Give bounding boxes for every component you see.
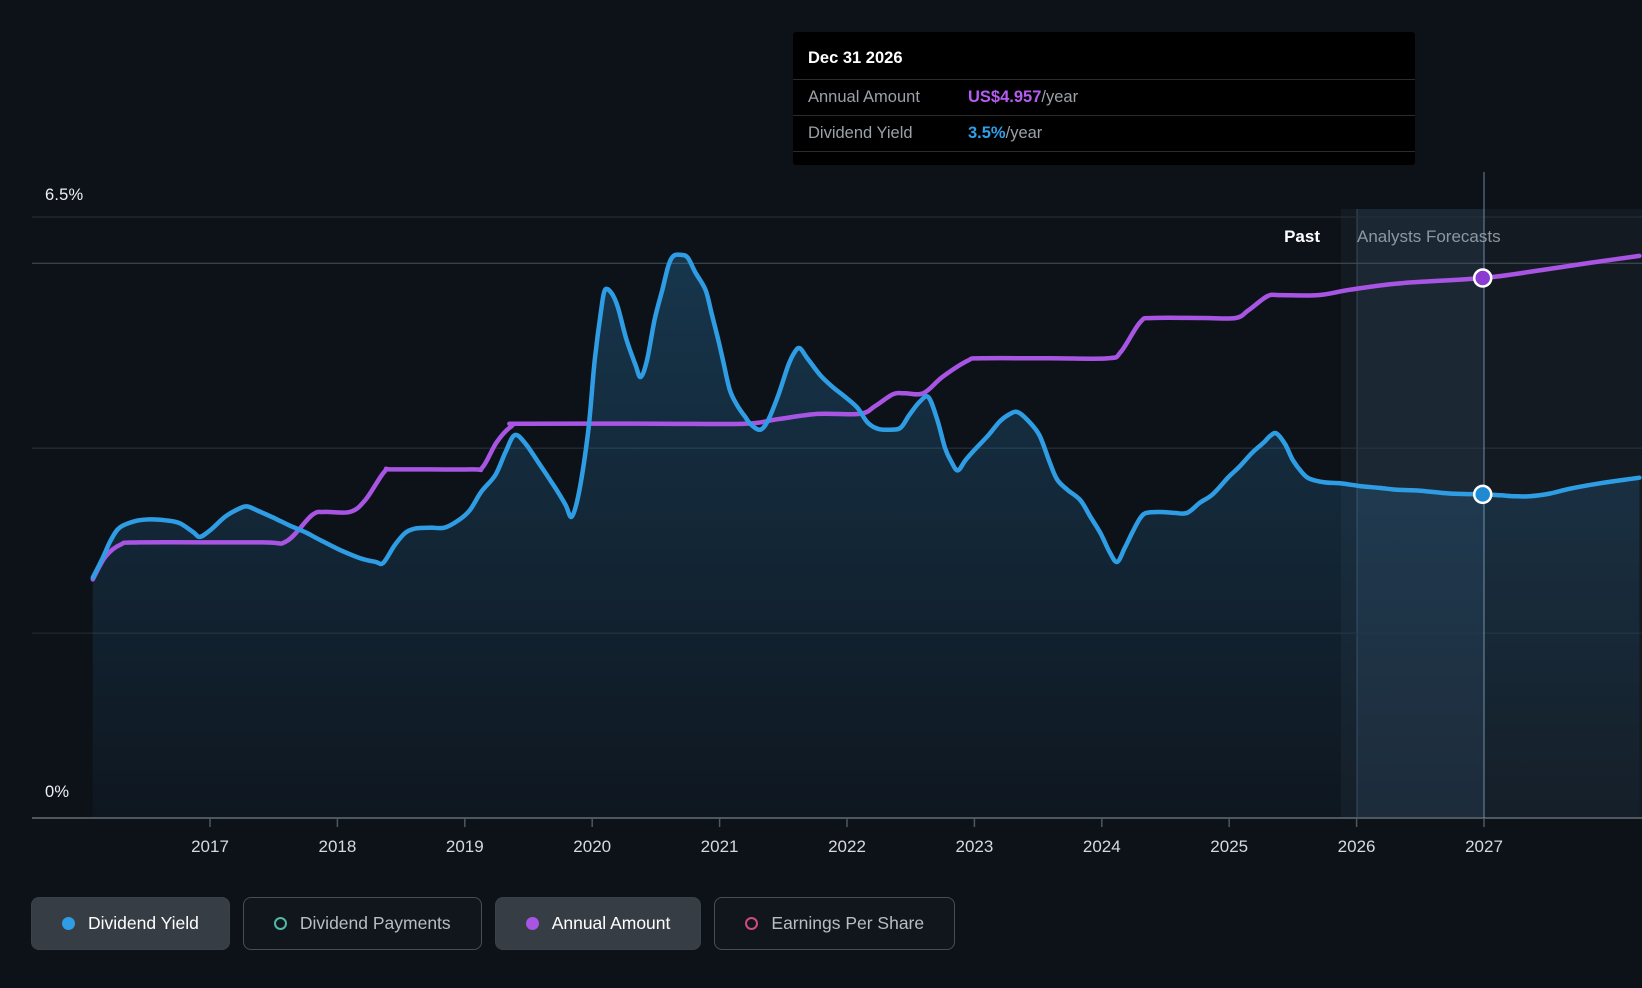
tooltip-row-suffix: /year [1005, 124, 1043, 142]
tooltip-row-value: US$4.957 [968, 88, 1042, 106]
chart-tooltip: Dec 31 2026 Annual Amount US$4.957/year Di… [793, 32, 1415, 165]
x-axis-label-2018: 2018 [318, 837, 356, 856]
legend-label-annual-amount: Annual Amount [551, 913, 671, 933]
annual-amount-swatch-icon [525, 917, 539, 930]
marker-dividend-yield[interactable] [1472, 484, 1493, 505]
dividend-yield-line [90, 252, 1642, 580]
y-axis-zero-label: 0% [45, 783, 70, 801]
x-axis-label-2024: 2024 [1083, 837, 1121, 856]
forecast-region-label: Analysts Forecasts [1357, 227, 1501, 246]
x-axis-label-2019: 2019 [446, 837, 484, 856]
dividend-payments-swatch-icon [273, 917, 287, 930]
x-axis-label-2026: 2026 [1338, 837, 1376, 856]
x-axis-label-2021: 2021 [701, 837, 739, 856]
x-axis-label-2025: 2025 [1210, 837, 1248, 856]
dividend-yield-area-fill [92, 254, 1640, 819]
earnings-per-share-swatch-icon [745, 917, 759, 930]
legend-item-annual-amount[interactable]: Annual Amount [494, 897, 702, 950]
x-axis-label-2017: 2017 [191, 837, 229, 856]
x-axis-label-2027: 2027 [1465, 837, 1503, 856]
y-axis-max-label: 6.5% [45, 186, 84, 204]
legend-item-earnings-per-share[interactable]: Earnings Per Share [714, 897, 956, 950]
tooltip-row-label: Annual Amount [808, 88, 920, 106]
tooltip-row-annual-amount: Annual Amount US$4.957/year [793, 79, 1415, 115]
x-axis-label-2022: 2022 [828, 837, 866, 856]
legend-item-dividend-payments[interactable]: Dividend Payments [242, 897, 482, 950]
past-region-label: Past [1284, 227, 1320, 246]
marker-annual-amount[interactable] [1472, 268, 1493, 288]
tooltip-row-dividend-yield: Dividend Yield 3.5%/year [793, 115, 1415, 152]
tooltip-row-value: 3.5% [968, 124, 1006, 142]
legend-label-dividend-yield: Dividend Yield [88, 913, 199, 933]
tooltip-date: Dec 31 2026 [808, 49, 903, 67]
x-axis-label-2020: 2020 [573, 837, 611, 856]
dividend-yield-swatch-icon [62, 917, 75, 930]
tooltip-row-suffix: /year [1041, 88, 1079, 106]
legend-item-dividend-yield[interactable]: Dividend Yield [31, 897, 230, 950]
x-axis-label-2023: 2023 [955, 837, 993, 856]
chart-legend: Dividend Yield Dividend Payments Annual Am… [31, 897, 956, 950]
legend-label-earnings-per-share: Earnings Per Share [771, 913, 925, 933]
tooltip-row-label: Dividend Yield [808, 124, 913, 142]
annual-amount-line [90, 253, 1642, 582]
legend-label-dividend-payments: Dividend Payments [299, 913, 451, 933]
tooltip-rows: Annual Amount US$4.957/year Dividend Yield… [793, 79, 1415, 152]
